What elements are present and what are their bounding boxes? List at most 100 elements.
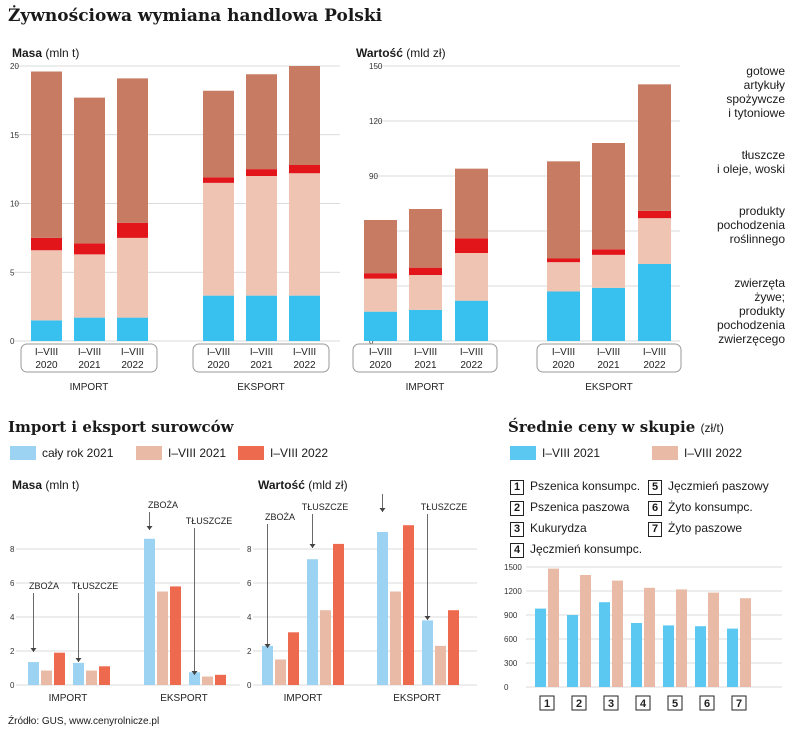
chart-surowce-wartosc: 0 2 4 6 8 ZBOŻA TŁUSZCZE ZBOŻA TŁUSZCZE IMPORT EKS…: [247, 490, 477, 704]
group-label: EKSPORT: [393, 693, 441, 704]
annotation-arrow: [379, 508, 386, 512]
bar-segment: [31, 237, 62, 251]
bar-segment: [455, 253, 488, 301]
bar-segment: [409, 275, 442, 310]
x-tick-label: 5: [672, 698, 678, 710]
bar: [320, 610, 331, 685]
side-label-tluszcze: tłuszcze i oleje, woski: [680, 148, 785, 176]
masa-label-bold: Masa: [12, 46, 43, 60]
y-tick-label: 0: [10, 681, 15, 690]
bar-segment: [289, 165, 320, 174]
bar-segment: [592, 254, 625, 288]
product-number: 4: [510, 543, 524, 558]
y-tick-label: 2: [247, 647, 252, 656]
bar-segment: [74, 97, 105, 244]
legend-label: I–VIII 2021: [542, 446, 601, 460]
category-box: [731, 695, 747, 711]
product-number: 3: [510, 522, 524, 537]
annotation-arrow: [264, 644, 271, 648]
x-tick-label: I–VIII: [78, 347, 101, 358]
side-label-zwierzeta-line: żywe;: [754, 290, 785, 304]
bar: [28, 662, 39, 685]
bar-segment: [246, 295, 277, 341]
legend-swatch: [136, 446, 162, 460]
x-tick-label: 2022: [121, 360, 144, 371]
bar: [54, 652, 65, 685]
legend-ceny-2022: I–VIII 2022: [652, 446, 742, 460]
side-label-gotowe: gotowe artykuły spożywcze i tytoniowe: [680, 64, 785, 120]
ceny-unit: (zł/t): [700, 421, 724, 435]
bar: [727, 628, 738, 687]
category-label: ZBOŻA: [379, 490, 409, 492]
bar-segment: [409, 309, 442, 341]
category-label: TŁUSZCZE: [72, 581, 119, 591]
x-tick-label: 2021: [597, 360, 620, 371]
bar-segment: [455, 238, 488, 253]
category-label: TŁUSZCZE: [421, 502, 468, 512]
bar-segment: [547, 262, 580, 292]
wartosc-label-unit: (mld zł): [406, 46, 446, 60]
product-number: 7: [648, 522, 662, 537]
product-name: Żyto konsumpc.: [668, 500, 753, 514]
bar-segment: [455, 300, 488, 341]
bar: [202, 676, 213, 685]
bar-segment: [592, 143, 625, 250]
bar: [548, 568, 559, 687]
bar: [86, 670, 97, 685]
x-tick-label: 2020: [552, 360, 575, 371]
product-number: 2: [510, 501, 524, 516]
bar: [435, 645, 446, 685]
y-tick-label: 0: [247, 681, 252, 690]
bar: [170, 586, 181, 685]
group-label: EKSPORT: [160, 693, 208, 704]
product-item: 2 Pszenica paszowa: [510, 497, 642, 518]
y-tick-label: 900: [504, 611, 518, 620]
bar: [644, 587, 655, 687]
y-tick-label: 20: [10, 62, 19, 71]
bar-segment: [547, 258, 580, 263]
group-label: EKSPORT: [237, 382, 285, 393]
bar: [403, 525, 414, 685]
y-tick-label: 120: [369, 117, 383, 126]
x-tick-label: I–VIII: [597, 347, 620, 358]
side-label-zwierzeta-line: pochodzenia: [716, 318, 785, 332]
y-tick-label: 90: [369, 172, 378, 181]
product-item: 3 Kukurydza: [510, 518, 642, 539]
y-tick-label: 150: [369, 62, 383, 71]
bar-segment: [74, 243, 105, 255]
category-box: [571, 695, 587, 711]
product-item: 4 Jęczmień konsumpc.: [510, 539, 642, 560]
y-tick-label: 1500: [504, 563, 522, 572]
chart-ceny: 0 300 600 900 1200 1500 1 2 3 4 5 6 7: [504, 563, 782, 711]
bar: [73, 662, 84, 685]
bar-segment: [246, 169, 277, 176]
ceny-title-text: Średnie ceny w skupie: [508, 418, 696, 436]
chart-top-wartosc: 0306090120150I–VIII2020I–VIII2021I–VIII2…: [352, 62, 682, 393]
annotation-arrow: [75, 658, 82, 662]
bar: [275, 659, 286, 685]
bar-segment: [547, 291, 580, 341]
category-label: ZBOŻA: [148, 500, 178, 510]
bar: [288, 632, 299, 685]
bar: [676, 589, 687, 687]
bar-segment: [592, 287, 625, 341]
surowce-wartosc-label: Wartość (mld zł): [258, 478, 348, 492]
bar-segment: [289, 295, 320, 341]
side-label-roslinne-line: produkty: [738, 204, 785, 218]
legend-label: I–VIII 2021: [168, 446, 227, 460]
bar: [422, 620, 433, 685]
group-label: IMPORT: [70, 382, 109, 393]
bar-segment: [203, 295, 234, 341]
bar-segment: [364, 278, 397, 312]
side-label-tluszcze-line: tłuszcze: [741, 148, 785, 162]
bar: [307, 559, 318, 685]
y-tick-label: 0: [369, 337, 374, 346]
bar: [535, 608, 546, 687]
masa-panel-label: Masa (mln t): [12, 46, 79, 60]
annotation-arrow: [309, 544, 316, 548]
group-bracket: [536, 343, 682, 373]
bar-segment: [364, 273, 397, 279]
side-label-gotowe-line: i tytoniowe: [728, 106, 785, 120]
annotation-arrow: [30, 648, 37, 652]
bar: [631, 623, 642, 687]
